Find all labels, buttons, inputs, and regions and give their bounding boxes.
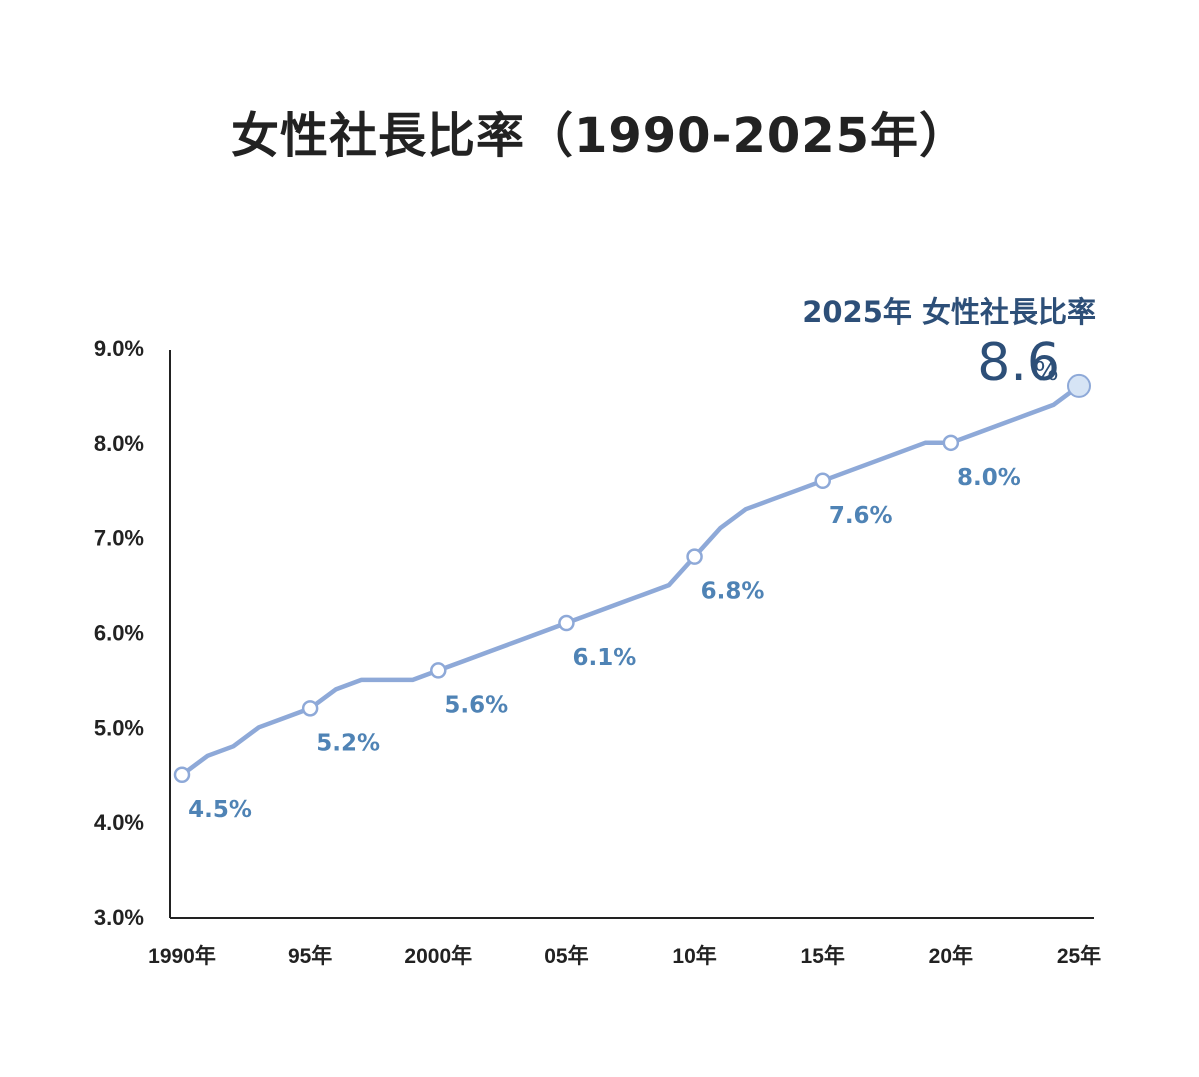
data-point-marker bbox=[686, 548, 703, 565]
series-line-layer bbox=[179, 383, 1082, 778]
highlight-heading: 2025年 女性社長比率 bbox=[802, 295, 1096, 329]
highlight-marker bbox=[1067, 373, 1091, 398]
chart-axes bbox=[169, 350, 1094, 919]
data-label: 6.1% bbox=[573, 645, 637, 671]
highlight-unit: % bbox=[1034, 357, 1059, 387]
data-point-marker bbox=[173, 766, 191, 783]
data-point-marker bbox=[558, 614, 575, 632]
data-label: 4.5% bbox=[188, 797, 252, 823]
x-tick-label: 25年 bbox=[1057, 944, 1101, 968]
y-tick-label: 3.0% bbox=[94, 905, 144, 930]
chart-title: 女性社長比率（1990-2025年） bbox=[230, 108, 969, 164]
y-tick-label: 4.0% bbox=[94, 810, 144, 835]
y-tick-label: 8.0% bbox=[94, 431, 144, 456]
y-tick-label: 6.0% bbox=[94, 621, 144, 646]
y-tick-label: 7.0% bbox=[94, 526, 144, 551]
data-label: 6.8% bbox=[701, 579, 765, 605]
x-tick-label: 20年 bbox=[929, 944, 973, 968]
series-line bbox=[179, 383, 1082, 778]
x-tick-label: 05年 bbox=[544, 944, 588, 968]
x-axis-ticks: 1990年 95年 2000年 05年 10年 15年 20年 25年 bbox=[148, 944, 1101, 968]
y-tick-label: 9.0% bbox=[94, 336, 144, 361]
data-label: 5.2% bbox=[316, 730, 380, 756]
x-tick-label: 95年 bbox=[288, 944, 332, 968]
data-label: 8.0% bbox=[957, 465, 1021, 491]
y-tick-label: 5.0% bbox=[94, 715, 144, 740]
data-label-layer: 4.5% 5.2% 5.6% 6.1% 6.8% 7.6% 8.0% bbox=[188, 465, 1021, 823]
data-label: 5.6% bbox=[444, 692, 508, 718]
data-point-marker bbox=[301, 700, 319, 717]
data-label: 7.6% bbox=[829, 503, 893, 529]
highlight-value: 8.6 bbox=[977, 333, 1060, 393]
x-tick-label: 2000年 bbox=[404, 944, 472, 968]
x-tick-label: 10年 bbox=[672, 944, 716, 968]
data-point-marker bbox=[942, 434, 960, 452]
data-point-marker bbox=[814, 472, 831, 490]
highlight-annotation: 2025年 女性社長比率 8.6% bbox=[802, 295, 1096, 393]
x-tick-label: 1990年 bbox=[148, 944, 216, 968]
data-point-marker bbox=[430, 662, 447, 679]
y-axis-ticks: 3.0% 4.0% 5.0% 6.0% 7.0% 8.0% 9.0% bbox=[94, 336, 144, 930]
x-tick-label: 15年 bbox=[801, 944, 845, 968]
marker-layer bbox=[173, 373, 1091, 783]
